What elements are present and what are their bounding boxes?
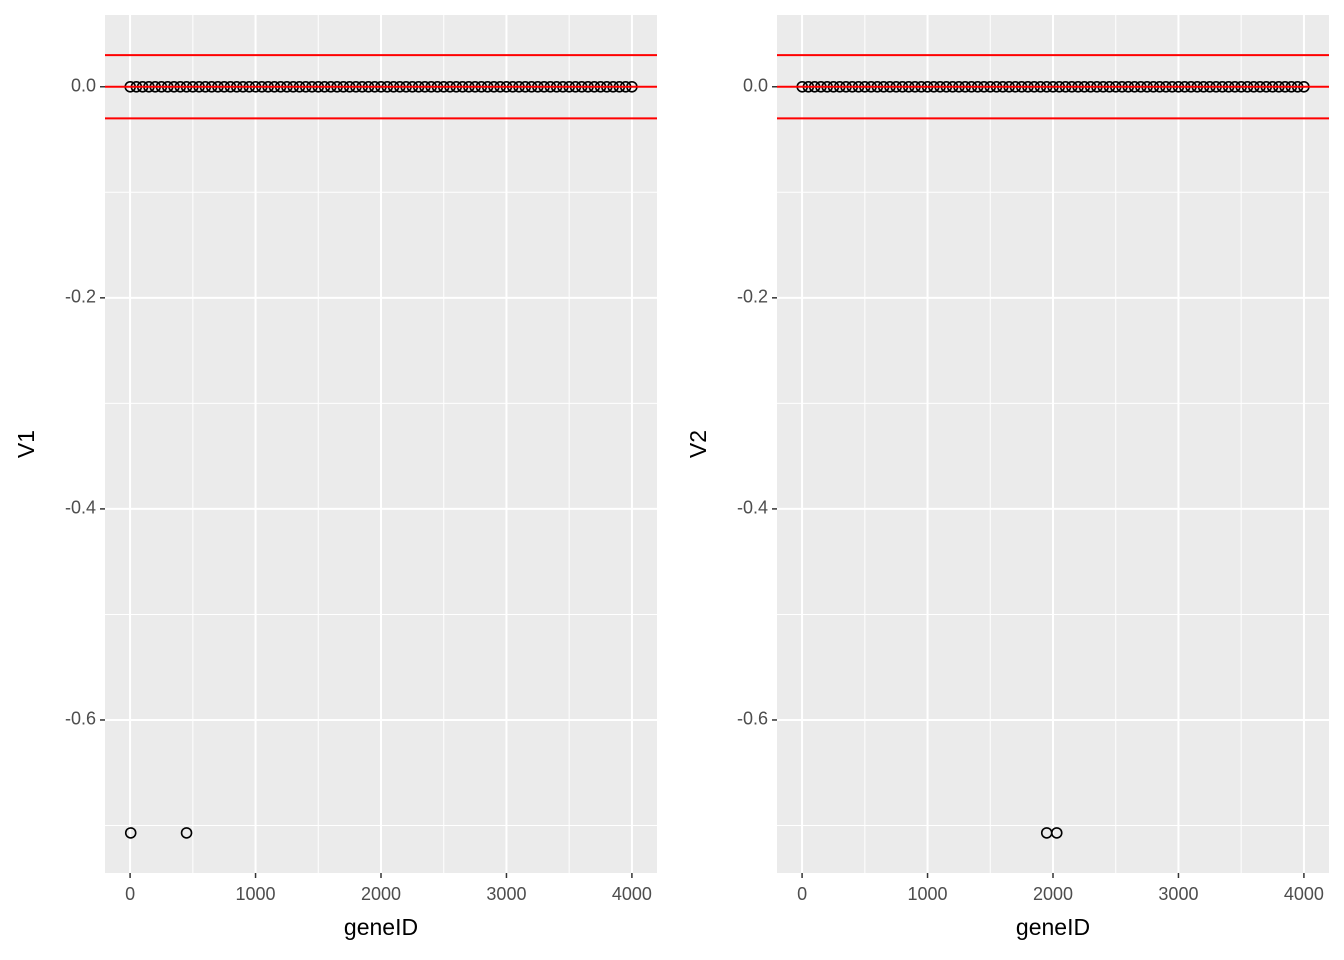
x-tick-label: 1000 — [908, 884, 948, 904]
x-axis-title: geneID — [1016, 914, 1090, 940]
x-tick-label: 0 — [125, 884, 135, 904]
y-tick-label: -0.4 — [737, 498, 768, 518]
x-tick-label: 3000 — [486, 884, 526, 904]
x-tick-label: 3000 — [1158, 884, 1198, 904]
x-tick-label: 2000 — [361, 884, 401, 904]
y-axis-title: V2 — [685, 430, 711, 458]
y-tick-label: -0.2 — [65, 287, 96, 307]
x-tick-label: 1000 — [236, 884, 276, 904]
x-tick-label: 4000 — [1284, 884, 1324, 904]
y-tick-label: -0.6 — [65, 709, 96, 729]
x-tick-label: 4000 — [612, 884, 652, 904]
y-axis-title: V1 — [13, 430, 39, 458]
y-tick-label: 0.0 — [743, 76, 768, 96]
y-tick-label: 0.0 — [71, 76, 96, 96]
y-tick-label: -0.6 — [737, 709, 768, 729]
point — [124, 827, 137, 839]
point — [180, 827, 193, 839]
y-tick-label: -0.2 — [737, 287, 768, 307]
y-tick-label: -0.4 — [65, 498, 96, 518]
point — [1050, 827, 1063, 839]
x-axis-title: geneID — [344, 914, 418, 940]
x-tick-label: 0 — [797, 884, 807, 904]
x-tick-label: 2000 — [1033, 884, 1073, 904]
